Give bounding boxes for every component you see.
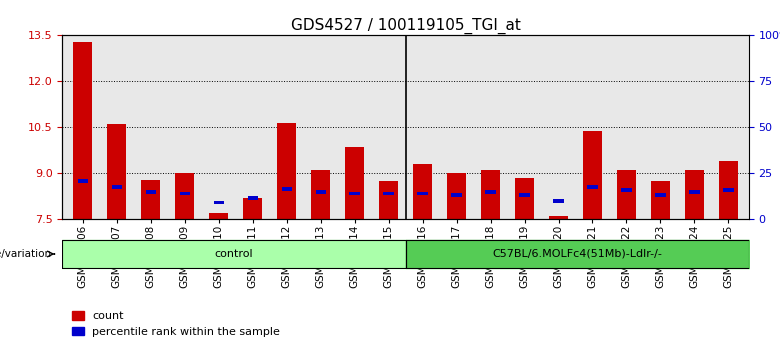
Bar: [315, 190, 326, 194]
Bar: [617, 170, 636, 219]
Bar: [214, 201, 224, 205]
Bar: [379, 181, 398, 219]
Bar: [346, 147, 364, 219]
Bar: [723, 188, 733, 192]
Text: genotype/variation: genotype/variation: [0, 249, 51, 259]
Bar: [622, 188, 632, 192]
Bar: [515, 178, 534, 219]
Bar: [417, 192, 427, 195]
Bar: [481, 170, 500, 219]
Bar: [655, 193, 665, 197]
Bar: [583, 131, 602, 219]
Bar: [176, 173, 194, 219]
Bar: [146, 190, 156, 194]
Bar: [719, 161, 738, 219]
Bar: [587, 185, 597, 189]
Title: GDS4527 / 100119105_TGI_at: GDS4527 / 100119105_TGI_at: [291, 18, 520, 34]
Bar: [282, 187, 292, 191]
Bar: [108, 124, 126, 219]
Text: C57BL/6.MOLFc4(51Mb)-Ldlr-/-: C57BL/6.MOLFc4(51Mb)-Ldlr-/-: [492, 249, 662, 259]
Bar: [384, 192, 394, 195]
Bar: [447, 173, 466, 219]
Bar: [141, 179, 160, 219]
Bar: [349, 192, 360, 195]
Bar: [311, 170, 330, 219]
Bar: [179, 192, 190, 195]
Bar: [247, 196, 258, 200]
Bar: [209, 213, 228, 219]
Legend: count, percentile rank within the sample: count, percentile rank within the sample: [68, 307, 285, 341]
Text: control: control: [215, 249, 254, 259]
Bar: [553, 199, 564, 203]
Bar: [112, 185, 122, 189]
Bar: [549, 216, 568, 219]
Bar: [690, 190, 700, 194]
Bar: [413, 164, 432, 219]
Bar: [452, 193, 462, 197]
Bar: [278, 123, 296, 219]
Bar: [651, 181, 670, 219]
Bar: [73, 41, 92, 219]
Bar: [78, 179, 88, 183]
Bar: [485, 190, 495, 194]
Bar: [243, 198, 262, 219]
Bar: [519, 193, 530, 197]
Bar: [685, 170, 704, 219]
